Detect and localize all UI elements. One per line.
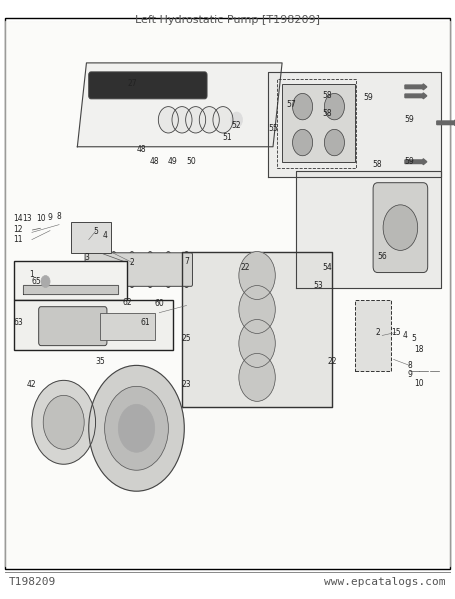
Circle shape [293,93,313,120]
Circle shape [239,319,275,367]
Text: 4: 4 [403,331,407,340]
Circle shape [293,129,313,156]
Text: 51: 51 [222,133,233,143]
Polygon shape [296,171,441,288]
Text: 50: 50 [186,157,196,167]
FancyBboxPatch shape [85,253,192,286]
Bar [14,261,127,300]
Ellipse shape [163,252,173,288]
FancyArrow shape [405,93,427,99]
Text: 10: 10 [414,379,424,388]
Circle shape [32,380,96,464]
Circle shape [231,112,243,128]
Bar [14,300,173,350]
FancyArrow shape [405,159,427,165]
Text: 59: 59 [404,115,415,125]
Polygon shape [23,285,118,294]
Text: 23: 23 [182,380,192,389]
Text: 13: 13 [22,214,32,223]
Circle shape [213,107,233,133]
Text: 2: 2 [375,328,380,337]
FancyBboxPatch shape [71,222,111,253]
Polygon shape [182,252,332,407]
Text: 25: 25 [182,334,192,343]
Polygon shape [268,72,441,177]
Ellipse shape [127,252,137,288]
Text: 2: 2 [130,258,134,267]
Text: 58: 58 [323,91,333,101]
Ellipse shape [182,252,192,288]
Circle shape [43,395,84,449]
Polygon shape [77,63,282,147]
FancyBboxPatch shape [373,183,428,273]
Text: www.epcatalogs.com: www.epcatalogs.com [324,577,446,587]
Ellipse shape [145,252,155,288]
Circle shape [89,365,184,491]
Text: 15: 15 [391,328,401,337]
Text: 18: 18 [414,344,423,354]
Text: Left Hydrostatic Pump [T198209]: Left Hydrostatic Pump [T198209] [135,15,320,25]
Text: 22: 22 [241,263,250,273]
Text: 61: 61 [141,317,151,327]
Circle shape [324,93,344,120]
Text: 11: 11 [14,235,23,244]
FancyBboxPatch shape [282,84,355,162]
Circle shape [105,386,168,470]
FancyArrow shape [437,120,455,126]
Text: 5: 5 [412,334,416,343]
Circle shape [239,252,275,300]
FancyBboxPatch shape [89,72,207,99]
Circle shape [158,107,178,133]
Text: 7: 7 [184,257,189,267]
FancyArrow shape [405,84,427,90]
Text: 14: 14 [13,214,23,223]
Text: 55: 55 [268,123,278,133]
Text: 35: 35 [95,356,105,366]
Text: 8: 8 [57,212,61,222]
FancyBboxPatch shape [355,300,391,371]
Text: 3: 3 [84,253,89,262]
Text: 5: 5 [93,226,98,236]
Text: 59: 59 [364,92,374,102]
Text: 57: 57 [286,100,296,110]
Text: 8: 8 [407,361,412,370]
FancyBboxPatch shape [39,307,107,346]
Text: 53: 53 [313,280,324,290]
Text: 52: 52 [232,121,242,131]
Text: 58: 58 [323,109,333,119]
Text: 9: 9 [48,213,52,222]
Text: 9: 9 [407,370,412,379]
Circle shape [324,129,344,156]
Text: 27: 27 [127,79,137,89]
Text: 54: 54 [323,263,333,273]
Text: 60: 60 [154,299,164,308]
Circle shape [41,276,50,288]
Text: 49: 49 [168,157,178,167]
Circle shape [199,107,219,133]
Text: 22: 22 [328,356,337,366]
Text: 1: 1 [30,270,34,279]
Text: 48: 48 [150,157,160,167]
Circle shape [118,404,155,452]
Text: 58: 58 [373,159,383,169]
Circle shape [239,286,275,334]
Text: 65: 65 [31,277,41,286]
Text: 59: 59 [404,157,415,167]
FancyBboxPatch shape [100,313,155,340]
Text: 42: 42 [27,380,37,389]
Text: 10: 10 [36,214,46,223]
Text: 4: 4 [102,231,107,240]
Circle shape [186,107,206,133]
Circle shape [239,353,275,401]
Text: 48: 48 [136,145,146,155]
Text: 12: 12 [14,225,23,234]
Text: 63: 63 [13,317,23,327]
Text: 62: 62 [122,298,132,307]
Ellipse shape [109,252,119,288]
Text: T198209: T198209 [9,577,56,587]
Circle shape [383,205,418,250]
Circle shape [172,107,192,133]
Text: 56: 56 [377,252,387,261]
